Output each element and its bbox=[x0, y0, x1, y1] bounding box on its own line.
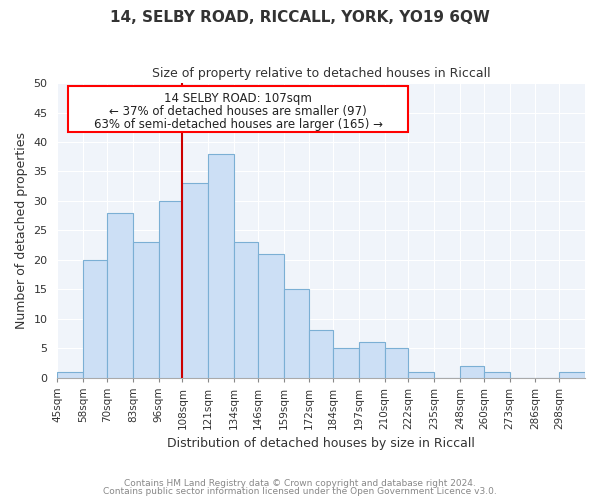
Bar bbox=[133, 242, 158, 378]
Text: 14 SELBY ROAD: 107sqm: 14 SELBY ROAD: 107sqm bbox=[164, 92, 312, 105]
Bar bbox=[333, 348, 359, 378]
Bar bbox=[310, 330, 333, 378]
Y-axis label: Number of detached properties: Number of detached properties bbox=[15, 132, 28, 329]
Bar bbox=[58, 372, 83, 378]
Bar bbox=[359, 342, 385, 378]
Bar bbox=[208, 154, 234, 378]
Bar bbox=[158, 201, 182, 378]
Bar bbox=[83, 260, 107, 378]
FancyBboxPatch shape bbox=[68, 86, 408, 132]
Bar bbox=[484, 372, 509, 378]
Bar bbox=[559, 372, 585, 378]
Bar bbox=[182, 183, 208, 378]
Bar bbox=[385, 348, 409, 378]
X-axis label: Distribution of detached houses by size in Riccall: Distribution of detached houses by size … bbox=[167, 437, 475, 450]
Bar bbox=[460, 366, 484, 378]
Title: Size of property relative to detached houses in Riccall: Size of property relative to detached ho… bbox=[152, 68, 491, 80]
Text: 14, SELBY ROAD, RICCALL, YORK, YO19 6QW: 14, SELBY ROAD, RICCALL, YORK, YO19 6QW bbox=[110, 10, 490, 25]
Bar bbox=[107, 212, 133, 378]
Text: ← 37% of detached houses are smaller (97): ← 37% of detached houses are smaller (97… bbox=[109, 105, 367, 118]
Text: Contains HM Land Registry data © Crown copyright and database right 2024.: Contains HM Land Registry data © Crown c… bbox=[124, 478, 476, 488]
Text: Contains public sector information licensed under the Open Government Licence v3: Contains public sector information licen… bbox=[103, 487, 497, 496]
Text: 63% of semi-detached houses are larger (165) →: 63% of semi-detached houses are larger (… bbox=[94, 118, 383, 132]
Bar bbox=[234, 242, 258, 378]
Bar bbox=[258, 254, 284, 378]
Bar bbox=[284, 289, 310, 378]
Bar bbox=[409, 372, 434, 378]
